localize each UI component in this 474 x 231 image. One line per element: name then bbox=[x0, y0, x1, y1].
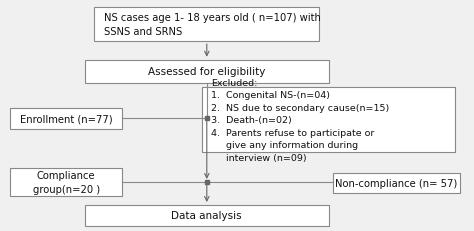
Text: Assessed for eligibility: Assessed for eligibility bbox=[148, 67, 265, 77]
Text: Non-compliance (n= 57): Non-compliance (n= 57) bbox=[336, 178, 457, 188]
FancyBboxPatch shape bbox=[10, 168, 122, 196]
Text: Excluded:
1.  Congenital NS-(n=04)
2.  NS due to secondary cause(n=15)
3.  Death: Excluded: 1. Congenital NS-(n=04) 2. NS … bbox=[211, 78, 390, 162]
FancyBboxPatch shape bbox=[85, 205, 328, 226]
FancyBboxPatch shape bbox=[202, 88, 455, 152]
Text: Compliance
group(n=20 ): Compliance group(n=20 ) bbox=[33, 170, 100, 194]
FancyBboxPatch shape bbox=[333, 173, 460, 194]
Text: NS cases age 1- 18 years old ( n=107) with
SSNS and SRNS: NS cases age 1- 18 years old ( n=107) wi… bbox=[104, 13, 320, 37]
Text: Data analysis: Data analysis bbox=[172, 210, 242, 220]
FancyBboxPatch shape bbox=[94, 8, 319, 42]
FancyBboxPatch shape bbox=[85, 60, 328, 83]
FancyBboxPatch shape bbox=[10, 109, 122, 129]
Text: Enrollment (n=77): Enrollment (n=77) bbox=[20, 114, 113, 124]
